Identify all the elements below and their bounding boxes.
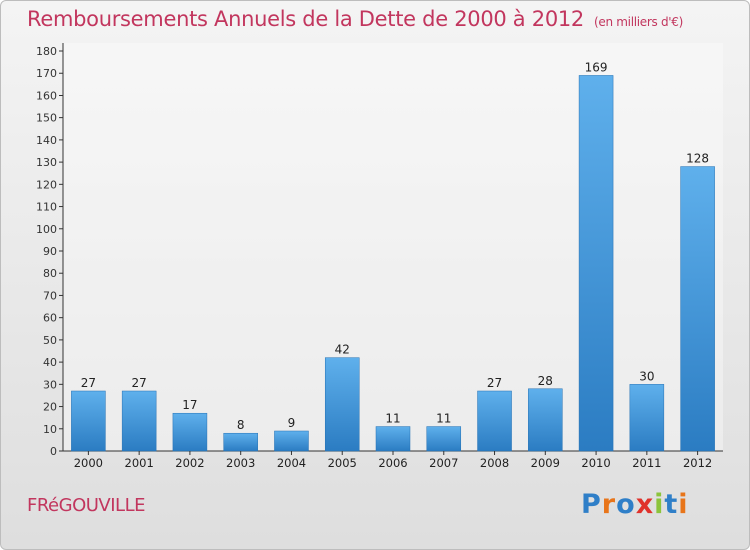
x-tick-label: 2008 xyxy=(480,456,509,470)
commune-name: FRéGOUVILLE xyxy=(27,495,145,516)
data-label: 27 xyxy=(81,376,96,390)
y-tick-label: 180 xyxy=(36,45,57,58)
bar xyxy=(172,412,208,452)
x-tick-label: 2011 xyxy=(632,456,661,470)
y-tick-label: 50 xyxy=(43,334,57,347)
bar xyxy=(528,388,563,452)
y-tick-label: 60 xyxy=(43,312,57,325)
x-tick-label: 2003 xyxy=(226,456,255,470)
data-label: 27 xyxy=(487,376,502,390)
bar xyxy=(121,390,157,452)
data-label: 169 xyxy=(585,60,608,74)
bar xyxy=(477,390,512,452)
x-tick-label: 2002 xyxy=(175,456,204,470)
x-tick-label: 2006 xyxy=(378,456,407,470)
logo-letter: x xyxy=(635,489,655,520)
x-tick-label: 2001 xyxy=(125,456,154,470)
data-label: 11 xyxy=(385,412,400,426)
y-tick-label: 140 xyxy=(36,134,57,147)
bar xyxy=(223,432,258,452)
y-tick-label: 160 xyxy=(36,89,57,102)
y-tick-label: 130 xyxy=(36,156,57,169)
bar xyxy=(274,430,309,452)
y-tick-label: 20 xyxy=(43,401,57,414)
y-tick-label: 170 xyxy=(36,67,57,80)
logo-letter: o xyxy=(616,489,636,520)
x-tick-label: 2005 xyxy=(328,456,357,470)
bar xyxy=(375,426,411,452)
data-label: 17 xyxy=(182,398,197,412)
bar xyxy=(71,390,106,452)
y-tick-label: 80 xyxy=(43,267,57,280)
y-tick-label: 120 xyxy=(36,178,57,191)
x-tick-label: 2010 xyxy=(581,456,610,470)
data-label: 27 xyxy=(132,376,147,390)
logo-letter: i xyxy=(654,489,665,520)
bar xyxy=(324,357,360,452)
x-tick-label: 2007 xyxy=(429,456,458,470)
data-label: 128 xyxy=(686,152,709,166)
logo-letter: i xyxy=(678,489,689,520)
bar xyxy=(629,384,665,452)
proxiti-logo: Proxiti xyxy=(581,489,689,520)
logo-letter: r xyxy=(601,489,617,520)
logo-letter: P xyxy=(581,489,602,520)
x-tick-label: 2000 xyxy=(74,456,103,470)
bar xyxy=(578,75,614,452)
y-tick-label: 90 xyxy=(43,245,57,258)
plot-area xyxy=(63,43,723,451)
chart-title: Remboursements Annuels de la Dette de 20… xyxy=(27,7,683,31)
y-tick-label: 150 xyxy=(36,112,57,125)
chart-subtitle: (en milliers d'€) xyxy=(594,15,684,29)
bar-chart: 0 10 20 30 40 50 60 70 80 90 100 110 120 130 140 150 160… xyxy=(36,43,723,470)
data-label: 9 xyxy=(288,416,296,430)
data-label: 11 xyxy=(436,412,451,426)
y-tick-label: 40 xyxy=(43,356,57,369)
data-label: 30 xyxy=(639,369,654,383)
data-label: 8 xyxy=(237,418,245,432)
logo-letter: t xyxy=(664,489,679,520)
y-tick-label: 110 xyxy=(36,201,57,214)
data-label: 42 xyxy=(335,343,350,357)
bar xyxy=(680,166,715,452)
chart-title-text: Remboursements Annuels de la Dette de 20… xyxy=(27,7,584,31)
bar xyxy=(426,426,462,452)
y-tick-label: 100 xyxy=(36,223,57,236)
y-tick-label: 30 xyxy=(43,378,57,391)
x-tick-label: 2012 xyxy=(683,456,712,470)
y-tick-label: 0 xyxy=(50,445,57,458)
x-tick-label: 2004 xyxy=(277,456,306,470)
y-tick-label: 10 xyxy=(43,423,57,436)
y-tick-label: 70 xyxy=(43,289,57,302)
data-label: 28 xyxy=(538,374,553,388)
x-tick-label: 2009 xyxy=(531,456,560,470)
